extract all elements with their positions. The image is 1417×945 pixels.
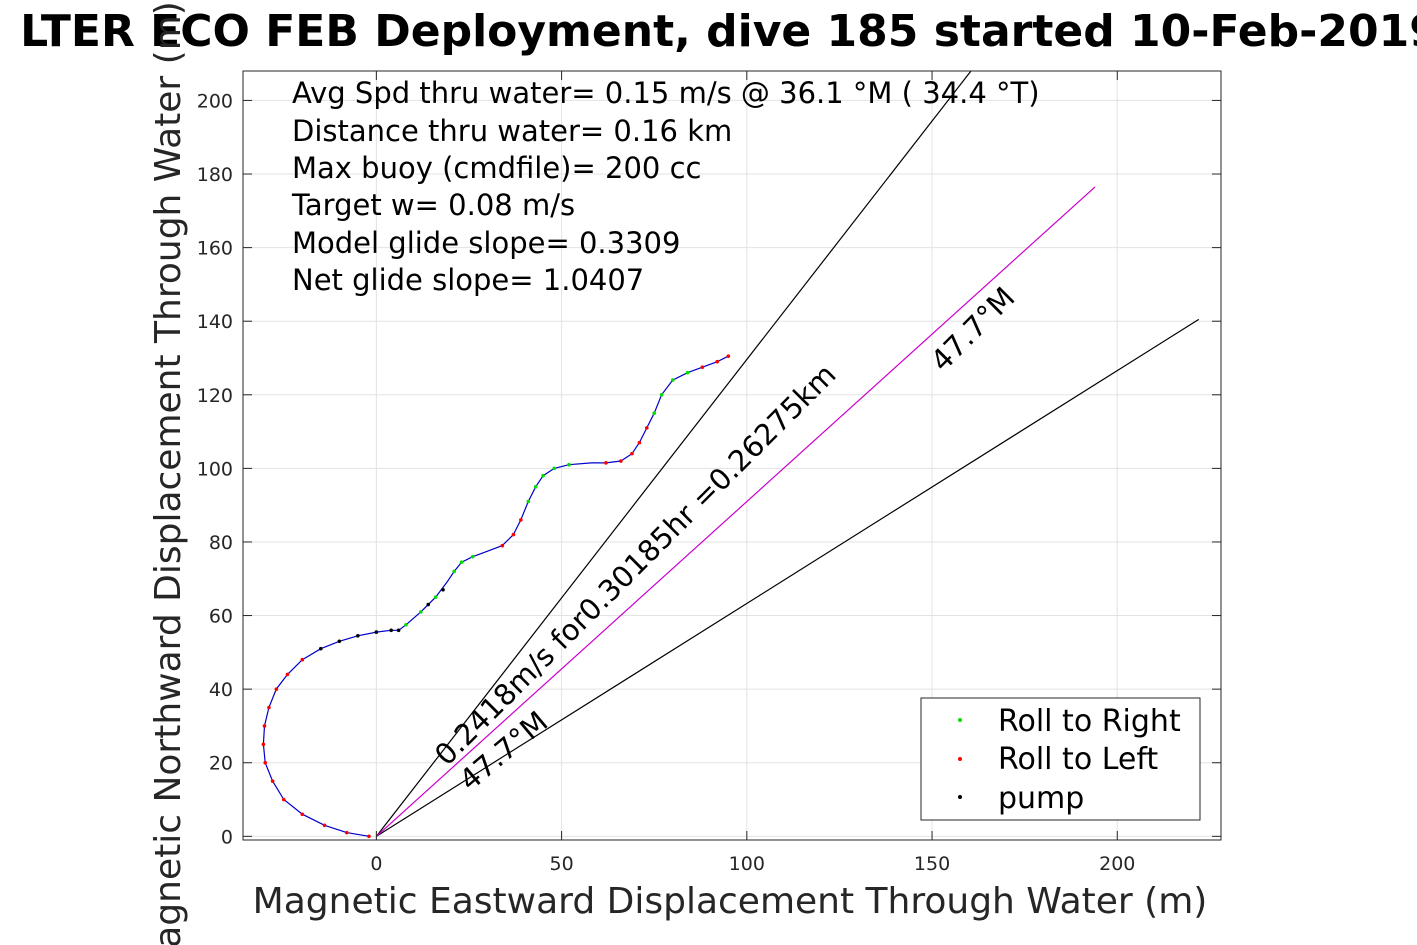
point-series1-11 xyxy=(285,672,290,677)
point-series1-5 xyxy=(270,779,275,783)
point-series2-7 xyxy=(441,587,445,592)
y-tick-label-100: 100 xyxy=(197,458,233,480)
point-series0-8 xyxy=(541,473,545,478)
y-tick-label-0: 0 xyxy=(221,826,233,848)
point-series1-7 xyxy=(261,742,266,747)
point-series1-19 xyxy=(637,440,642,445)
point-series1-14 xyxy=(511,532,516,537)
info-text-block: Avg Spd thru water= 0.15 m/s @ 36.1 °M (… xyxy=(291,76,1040,297)
point-series1-4 xyxy=(281,797,286,802)
point-series0-1 xyxy=(419,610,423,614)
point-series0-5 xyxy=(470,554,475,559)
reference-line-2 xyxy=(375,186,1096,837)
point-series0-7 xyxy=(533,484,538,489)
point-series1-18 xyxy=(630,451,634,456)
legend-marker-roll-left xyxy=(958,757,962,761)
y-tick-label-140: 140 xyxy=(197,311,233,333)
point-series0-12 xyxy=(659,392,664,397)
chart-title: LTER ECO FEB Deployment, dive 185 starte… xyxy=(20,6,1417,57)
axis-ticks xyxy=(243,71,1221,840)
point-series0-10 xyxy=(567,462,571,467)
info-line-target-w: Target w= 0.08 m/s xyxy=(291,188,575,222)
y-tick-label-60: 60 xyxy=(209,606,233,628)
point-series1-3 xyxy=(300,812,305,817)
point-series1-22 xyxy=(715,359,719,364)
point-series1-13 xyxy=(500,543,505,548)
point-series0-14 xyxy=(685,370,690,375)
info-line-distance: Distance thru water= 0.16 km xyxy=(292,114,732,148)
point-series1-15 xyxy=(519,518,523,522)
info-line-speed: Avg Spd thru water= 0.15 m/s @ 36.1 °M (… xyxy=(292,76,1040,110)
point-series2-5 xyxy=(396,628,401,633)
data-points xyxy=(261,354,731,839)
y-tick-label-80: 80 xyxy=(209,532,233,554)
point-series0-0 xyxy=(404,622,408,627)
point-series1-2 xyxy=(322,823,327,828)
y-tick-label-120: 120 xyxy=(197,385,233,407)
point-series0-11 xyxy=(652,411,657,415)
point-series0-3 xyxy=(452,569,456,574)
info-line-net-glide: Net glide slope= 1.0407 xyxy=(292,263,644,297)
legend: Roll to Right Roll to Left pump xyxy=(920,697,1201,821)
point-series2-1 xyxy=(337,639,342,644)
reference-lines xyxy=(375,71,1200,837)
info-line-max-buoy: Max buoy (cmdfile)= 200 cc xyxy=(292,151,701,185)
y-tick-label-40: 40 xyxy=(209,679,233,701)
point-series1-23 xyxy=(726,354,731,358)
point-series0-13 xyxy=(670,378,675,382)
point-series1-16 xyxy=(604,461,608,465)
legend-box xyxy=(920,697,1201,821)
point-series2-3 xyxy=(374,630,379,634)
point-series0-6 xyxy=(526,499,531,504)
y-tick-label-160: 160 xyxy=(197,238,233,260)
grid xyxy=(243,71,1221,840)
reference-line-0 xyxy=(375,71,972,837)
point-series1-21 xyxy=(700,365,705,369)
point-series2-2 xyxy=(356,633,360,638)
legend-label-roll-right: Roll to Right xyxy=(998,704,1181,739)
point-series2-4 xyxy=(389,628,393,633)
point-series2-6 xyxy=(426,602,431,607)
plot-frame xyxy=(242,70,1222,841)
y-tick-label-20: 20 xyxy=(209,753,233,775)
point-series1-20 xyxy=(644,426,649,430)
point-series1-8 xyxy=(262,724,267,728)
reference-line-1 xyxy=(376,318,1200,837)
legend-label-roll-left: Roll to Left xyxy=(998,742,1158,777)
point-series0-9 xyxy=(552,466,556,471)
point-series1-6 xyxy=(263,760,268,765)
point-series1-10 xyxy=(274,687,279,691)
legend-marker-pump xyxy=(958,795,962,799)
point-series2-0 xyxy=(318,646,323,651)
info-line-model-glide: Model glide slope= 0.3309 xyxy=(292,226,680,260)
point-series0-4 xyxy=(459,560,464,565)
point-series1-1 xyxy=(344,830,349,835)
x-tick-label-100: 100 xyxy=(729,853,765,875)
x-tick-label-150: 150 xyxy=(914,853,950,875)
point-series1-0 xyxy=(367,834,371,839)
tick-labels: 0 50 100 150 200 0 20 40 60 80 100 120 140 160 180 200 xyxy=(197,90,1136,875)
legend-marker-roll-right xyxy=(958,718,962,722)
y-tick-label-180: 180 xyxy=(197,164,233,186)
point-series1-12 xyxy=(300,657,305,662)
y-tick-label-200: 200 xyxy=(197,90,233,112)
point-series0-2 xyxy=(433,595,438,599)
point-series1-17 xyxy=(619,459,623,463)
legend-label-pump: pump xyxy=(998,781,1084,816)
x-tick-label-50: 50 xyxy=(549,853,573,875)
y-axis-label: Magnetic Northward Displacement Through … xyxy=(148,1,189,945)
point-series1-9 xyxy=(267,705,271,710)
x-tick-label-200: 200 xyxy=(1099,853,1135,875)
track-line xyxy=(262,355,729,837)
x-tick-label-0: 0 xyxy=(370,853,382,875)
x-axis-label: Magnetic Eastward Displacement Through W… xyxy=(253,881,1208,922)
